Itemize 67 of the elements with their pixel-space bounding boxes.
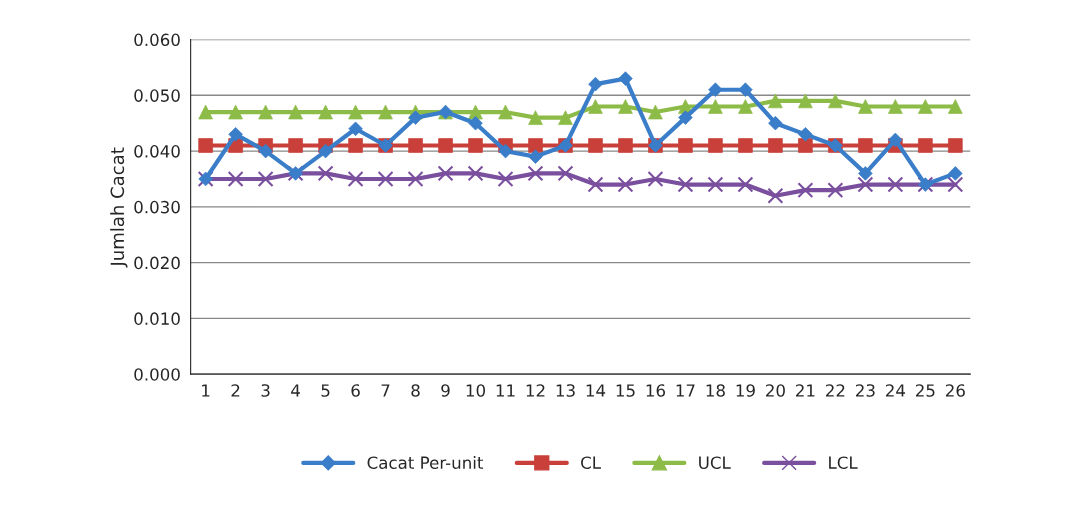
point (827, 182, 844, 199)
point (587, 176, 604, 193)
y-tick-label: 0.030 (134, 200, 180, 214)
point (857, 176, 874, 193)
x-tick-label: 21 (796, 384, 815, 397)
x-tick-label: 7 (381, 384, 390, 397)
x-tick-label: 8 (411, 384, 420, 397)
x-tick-label: 24 (885, 384, 906, 397)
point (317, 165, 334, 182)
point (257, 170, 274, 187)
x-tick-label: 23 (855, 384, 875, 397)
point (467, 165, 484, 182)
point (557, 165, 574, 182)
x-tick-label: 16 (646, 384, 666, 397)
point (947, 176, 964, 193)
point (527, 165, 544, 182)
point (348, 121, 363, 136)
point (498, 143, 513, 159)
x-tick-label: 22 (826, 384, 845, 397)
point (677, 176, 694, 193)
x-tick-label: 19 (736, 384, 755, 397)
point (497, 170, 514, 187)
point (377, 170, 394, 187)
x-tick-label: 20 (766, 384, 785, 397)
y-tick-label: 0.010 (134, 312, 180, 325)
point (708, 82, 723, 97)
point (707, 176, 724, 193)
point (407, 170, 424, 187)
x-tick-label: 4 (291, 384, 300, 397)
y-tick-label: 0.000 (134, 368, 180, 381)
x-tick-label: 12 (526, 384, 545, 397)
y-tick-label: 0.050 (134, 89, 180, 102)
point (528, 149, 543, 164)
legend-label: Cacat Per-unit (367, 456, 484, 469)
point (437, 165, 454, 182)
x-tick-label: 13 (556, 384, 575, 397)
point (347, 170, 364, 187)
x-tick-label: 26 (945, 384, 965, 397)
legend-label: UCL (699, 456, 731, 469)
point (617, 176, 634, 193)
point (767, 187, 784, 204)
x-tick-label: 17 (676, 384, 695, 397)
y-axis-title: Jumlah Cacat (110, 147, 128, 268)
point (887, 176, 904, 193)
y-tick-label: 0.060 (134, 33, 180, 47)
x-tick-label: 5 (321, 384, 330, 397)
x-tick-label: 11 (496, 384, 515, 397)
point (737, 176, 754, 193)
x-tick-label: 6 (351, 384, 360, 397)
point (588, 76, 603, 92)
x-tick-label: 1 (202, 384, 210, 397)
y-tick-label: 0.020 (134, 256, 180, 270)
x-tick-label: 14 (586, 384, 606, 397)
x-tick-label: 9 (441, 384, 450, 397)
legend-label: CL (581, 456, 601, 469)
x-tick-label: 18 (706, 384, 725, 397)
x-tick-label: 2 (231, 384, 240, 397)
x-tick-label: 15 (616, 384, 635, 397)
x-tick-label: 25 (915, 384, 935, 397)
x-tick-label: 3 (261, 384, 270, 397)
x-tick-label: 10 (466, 384, 486, 397)
point (318, 143, 333, 159)
point (797, 182, 814, 199)
legend-label: LCL (829, 456, 858, 469)
point (647, 170, 664, 187)
point (227, 170, 244, 187)
y-tick-label: 0.040 (134, 145, 180, 158)
